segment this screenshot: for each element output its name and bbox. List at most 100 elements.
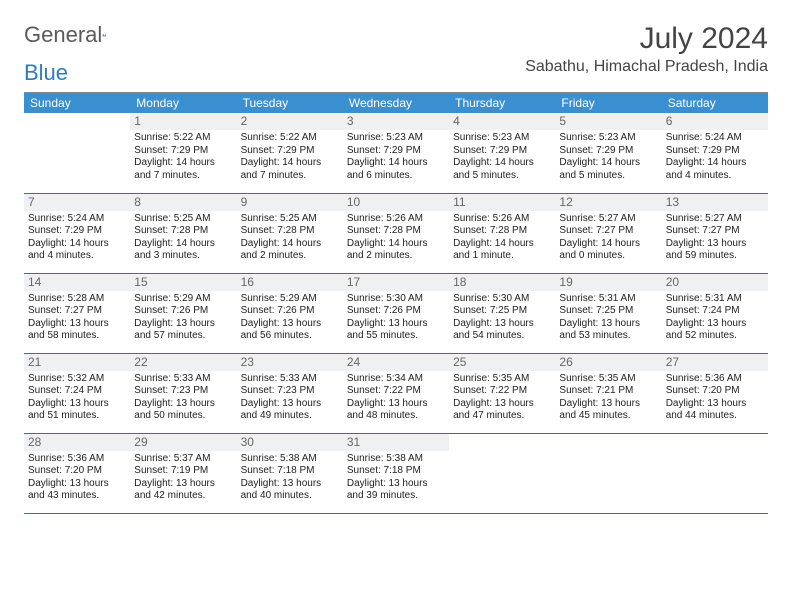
day-info: Sunrise: 5:25 AMSunset: 7:28 PMDaylight:… <box>241 213 339 263</box>
day-info: Sunrise: 5:38 AMSunset: 7:18 PMDaylight:… <box>241 453 339 503</box>
sunrise-text: Sunrise: 5:34 AM <box>347 373 445 386</box>
daylight-text: Daylight: 14 hours and 7 minutes. <box>241 157 339 182</box>
sunset-text: Sunset: 7:19 PM <box>134 465 232 478</box>
sunset-text: Sunset: 7:26 PM <box>347 305 445 318</box>
day-number: 13 <box>662 194 768 211</box>
day-info: Sunrise: 5:23 AMSunset: 7:29 PMDaylight:… <box>347 132 445 182</box>
calendar-cell: 19Sunrise: 5:31 AMSunset: 7:25 PMDayligh… <box>555 273 661 353</box>
calendar-cell <box>555 433 661 513</box>
daylight-text: Daylight: 13 hours and 40 minutes. <box>241 478 339 503</box>
calendar-cell: 30 Sunrise: 5:38 AMSunset: 7:18 PMDayligh… <box>237 433 343 513</box>
brand-word1: General <box>24 22 102 48</box>
day-info: Sunrise: 5:35 AMSunset: 7:22 PMDaylight:… <box>453 373 551 423</box>
sunset-text: Sunset: 7:29 PM <box>666 145 764 158</box>
day-number: 29 <box>130 434 236 451</box>
calendar-row: 28Sunrise: 5:36 AMSunset: 7:20 PMDayligh… <box>24 433 768 513</box>
sunrise-text: Sunrise: 5:35 AM <box>559 373 657 386</box>
day-number: 21 <box>24 354 130 371</box>
calendar-row: 14Sunrise: 5:28 AMSunset: 7:27 PMDayligh… <box>24 273 768 353</box>
sunset-text: Sunset: 7:29 PM <box>347 145 445 158</box>
sunset-text: Sunset: 7:29 PM <box>453 145 551 158</box>
sunset-text: Sunset: 7:27 PM <box>28 305 126 318</box>
daylight-text: Daylight: 14 hours and 3 minutes. <box>134 238 232 263</box>
day-info: Sunrise: 5:24 AMSunset: 7:29 PMDaylight:… <box>666 132 764 182</box>
sunrise-text: Sunrise: 5:33 AM <box>241 373 339 386</box>
sunset-text: Sunset: 7:26 PM <box>241 305 339 318</box>
calendar-head: SundayMondayTuesdayWednesdayThursdayFrid… <box>24 93 768 113</box>
sunset-text: Sunset: 7:28 PM <box>241 225 339 238</box>
day-number: 5 <box>555 113 661 130</box>
daylight-text: Daylight: 13 hours and 50 minutes. <box>134 398 232 423</box>
calendar-cell: 3Sunrise: 5:23 AMSunset: 7:29 PMDaylight… <box>343 113 449 193</box>
daylight-text: Daylight: 13 hours and 54 minutes. <box>453 318 551 343</box>
calendar-cell: 29Sunrise: 5:37 AMSunset: 7:19 PMDayligh… <box>130 433 236 513</box>
day-number: 22 <box>130 354 236 371</box>
day-info: Sunrise: 5:22 AMSunset: 7:29 PMDaylight:… <box>134 132 232 182</box>
day-info: Sunrise: 5:32 AMSunset: 7:24 PMDaylight:… <box>28 373 126 423</box>
day-number: 10 <box>343 194 449 211</box>
daylight-text: Daylight: 13 hours and 48 minutes. <box>347 398 445 423</box>
calendar-cell: 2Sunrise: 5:22 AMSunset: 7:29 PMDaylight… <box>237 113 343 193</box>
brand-word2: Blue <box>24 60 68 86</box>
daylight-text: Daylight: 13 hours and 51 minutes. <box>28 398 126 423</box>
calendar-cell <box>24 113 130 193</box>
day-number: 6 <box>662 113 768 130</box>
page-subtitle: Sabathu, Himachal Pradesh, India <box>525 58 768 76</box>
day-info: Sunrise: 5:23 AMSunset: 7:29 PMDaylight:… <box>559 132 657 182</box>
day-number: 14 <box>24 274 130 291</box>
calendar-cell: 8 Sunrise: 5:25 AMSunset: 7:28 PMDaylight… <box>130 193 236 273</box>
calendar-row: 21 Sunrise: 5:32 AMSunset: 7:24 PMDayligh… <box>24 353 768 433</box>
calendar-cell: 26Sunrise: 5:35 AMSunset: 7:21 PMDayligh… <box>555 353 661 433</box>
day-number: 27 <box>662 354 768 371</box>
calendar-cell: 10Sunrise: 5:26 AMSunset: 7:28 PMDayligh… <box>343 193 449 273</box>
daylight-text: Daylight: 13 hours and 42 minutes. <box>134 478 232 503</box>
calendar-cell: 13 Sunrise: 5:27 AMSunset: 7:27 PMDayligh… <box>662 193 768 273</box>
sunrise-text: Sunrise: 5:38 AM <box>241 453 339 466</box>
calendar-cell: 5 Sunrise: 5:23 AMSunset: 7:29 PMDaylight… <box>555 113 661 193</box>
sunrise-text: Sunrise: 5:24 AM <box>28 213 126 226</box>
calendar-row: 1Sunrise: 5:22 AMSunset: 7:29 PMDaylight… <box>24 113 768 193</box>
sunrise-text: Sunrise: 5:31 AM <box>666 293 764 306</box>
day-info: Sunrise: 5:27 AMSunset: 7:27 PMDaylight:… <box>666 213 764 263</box>
daylight-text: Daylight: 13 hours and 57 minutes. <box>134 318 232 343</box>
calendar-cell: 18Sunrise: 5:30 AMSunset: 7:25 PMDayligh… <box>449 273 555 353</box>
day-number: 8 <box>130 194 236 211</box>
sunset-text: Sunset: 7:29 PM <box>134 145 232 158</box>
page-title: July 2024 <box>525 22 768 56</box>
day-number: 2 <box>237 113 343 130</box>
sunrise-text: Sunrise: 5:30 AM <box>347 293 445 306</box>
sunset-text: Sunset: 7:29 PM <box>241 145 339 158</box>
day-number: 30 <box>237 434 343 451</box>
sunset-text: Sunset: 7:18 PM <box>241 465 339 478</box>
daylight-text: Daylight: 13 hours and 59 minutes. <box>666 238 764 263</box>
daylight-text: Daylight: 14 hours and 2 minutes. <box>347 238 445 263</box>
sunset-text: Sunset: 7:22 PM <box>453 385 551 398</box>
day-number: 12 <box>555 194 661 211</box>
day-info: Sunrise: 5:31 AMSunset: 7:24 PMDaylight:… <box>666 293 764 343</box>
day-info: Sunrise: 5:25 AMSunset: 7:28 PMDaylight:… <box>134 213 232 263</box>
sail-icon <box>102 26 106 44</box>
day-number: 19 <box>555 274 661 291</box>
day-info: Sunrise: 5:33 AMSunset: 7:23 PMDaylight:… <box>241 373 339 423</box>
sunrise-text: Sunrise: 5:29 AM <box>241 293 339 306</box>
sunset-text: Sunset: 7:24 PM <box>666 305 764 318</box>
day-info: Sunrise: 5:33 AMSunset: 7:23 PMDaylight:… <box>134 373 232 423</box>
daylight-text: Daylight: 14 hours and 5 minutes. <box>453 157 551 182</box>
day-header: Thursday <box>449 93 555 113</box>
sunset-text: Sunset: 7:27 PM <box>559 225 657 238</box>
calendar-cell: 15Sunrise: 5:29 AMSunset: 7:26 PMDayligh… <box>130 273 236 353</box>
calendar-cell: 6 Sunrise: 5:24 AMSunset: 7:29 PMDaylight… <box>662 113 768 193</box>
daylight-text: Daylight: 13 hours and 39 minutes. <box>347 478 445 503</box>
daylight-text: Daylight: 14 hours and 4 minutes. <box>28 238 126 263</box>
title-block: July 2024 Sabathu, Himachal Pradesh, Ind… <box>525 22 768 76</box>
sunset-text: Sunset: 7:22 PM <box>347 385 445 398</box>
sunrise-text: Sunrise: 5:38 AM <box>347 453 445 466</box>
sunrise-text: Sunrise: 5:26 AM <box>453 213 551 226</box>
day-header: Saturday <box>662 93 768 113</box>
sunset-text: Sunset: 7:24 PM <box>28 385 126 398</box>
day-info: Sunrise: 5:36 AMSunset: 7:20 PMDaylight:… <box>28 453 126 503</box>
sunset-text: Sunset: 7:20 PM <box>666 385 764 398</box>
calendar-cell: 4Sunrise: 5:23 AMSunset: 7:29 PMDaylight… <box>449 113 555 193</box>
day-info: Sunrise: 5:29 AMSunset: 7:26 PMDaylight:… <box>241 293 339 343</box>
daylight-text: Daylight: 14 hours and 1 minute. <box>453 238 551 263</box>
